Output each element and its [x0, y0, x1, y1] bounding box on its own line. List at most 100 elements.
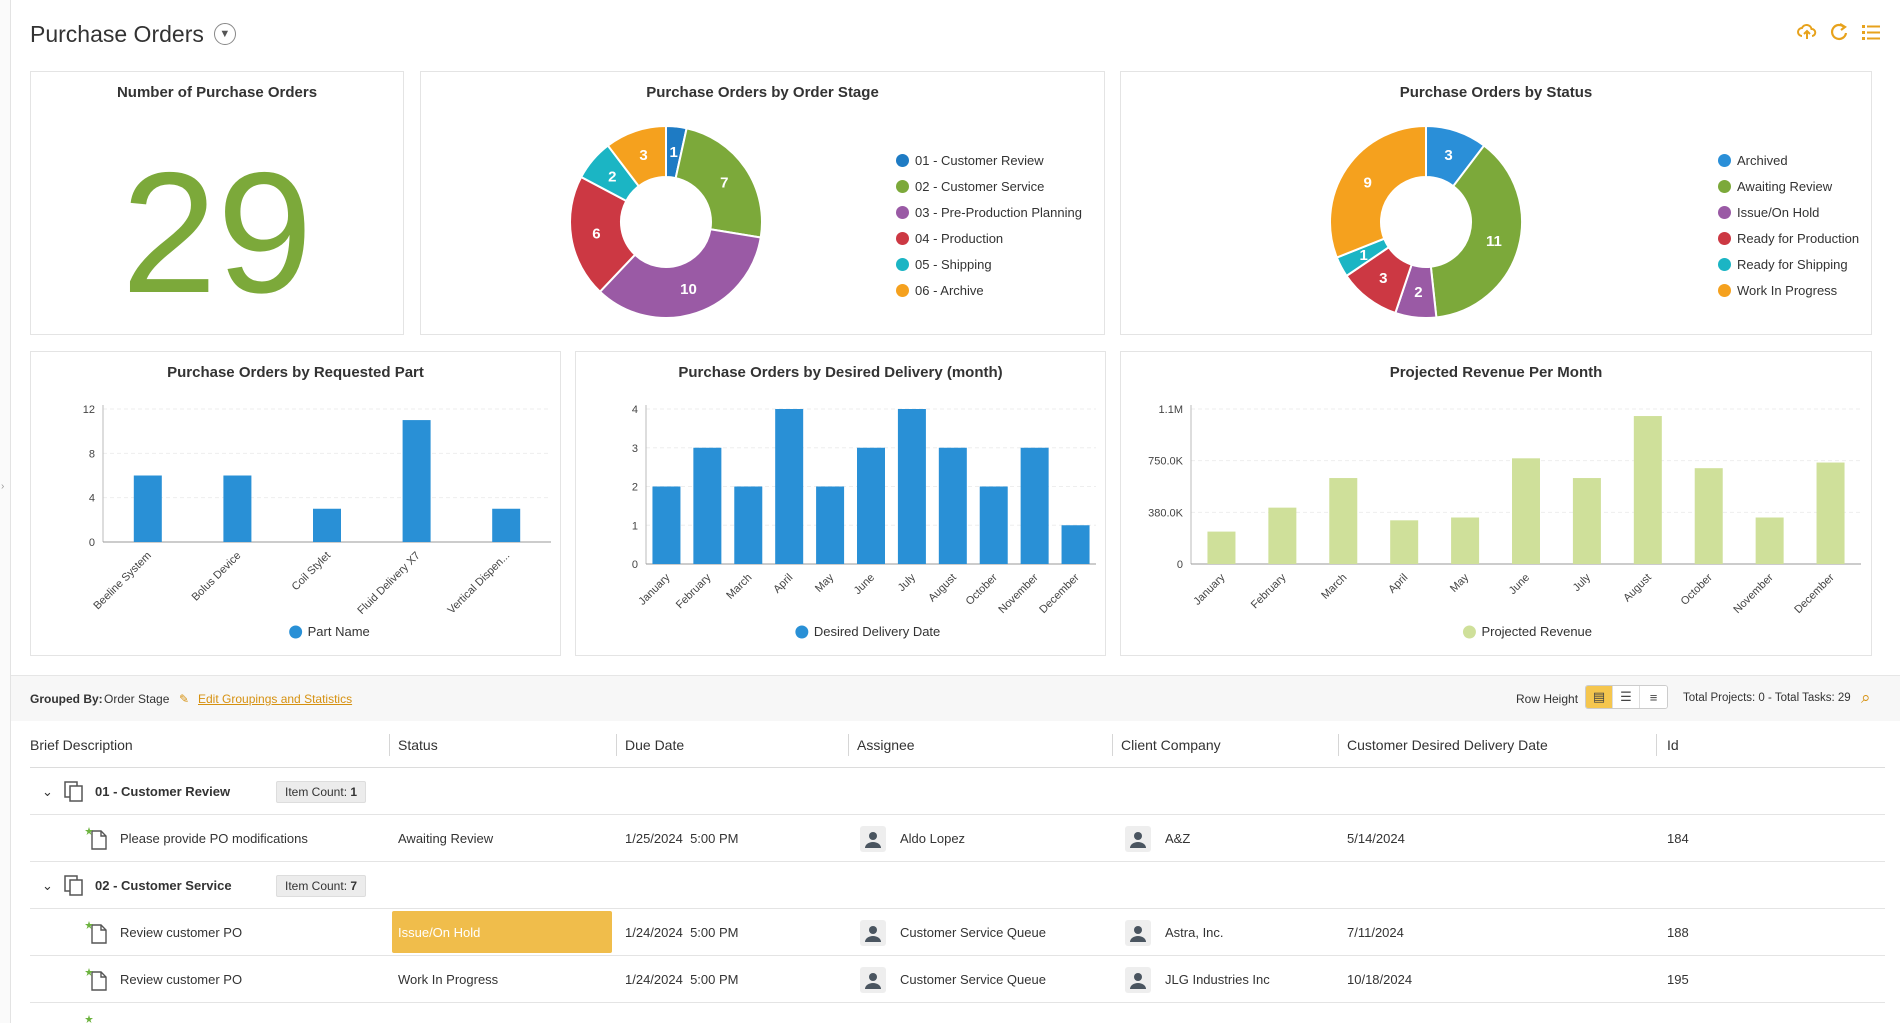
bar[interactable]: [133, 475, 162, 543]
task-client[interactable]: Astra, Inc.: [1125, 909, 1224, 956]
bar[interactable]: [223, 475, 252, 543]
legend-label[interactable]: Desired Delivery Date: [814, 624, 940, 639]
bar[interactable]: [1512, 458, 1540, 564]
task-assignee[interactable]: Customer Service Queue: [860, 909, 1046, 956]
status-legend-item[interactable]: Work In Progress: [1718, 277, 1859, 303]
column-assignee[interactable]: Assignee: [857, 737, 915, 753]
bar[interactable]: [979, 486, 1008, 565]
bar[interactable]: [857, 447, 885, 564]
desired-delivery-chart: 0 1 2 3 4 January February March April May June Jul…: [632, 404, 1096, 639]
column-client-company[interactable]: Client Company: [1121, 737, 1221, 753]
status-legend-item[interactable]: Issue/On Hold: [1718, 199, 1859, 225]
bar[interactable]: [1329, 478, 1358, 564]
column-status[interactable]: Status: [398, 737, 438, 753]
chevron-down-icon[interactable]: ⌄: [42, 877, 53, 893]
table-row[interactable]: Review customer PO Work In Progress 1/24…: [30, 956, 1885, 1003]
bar[interactable]: [775, 409, 804, 564]
row-height-medium-button[interactable]: ☰: [1613, 686, 1640, 708]
chevron-right-icon[interactable]: ›: [1, 481, 5, 492]
order-stage-legend-item[interactable]: 01 - Customer Review: [896, 147, 1082, 173]
group-row[interactable]: ⌄ 02 - Customer Service Item Count: 7: [30, 862, 1885, 909]
bar[interactable]: [897, 409, 926, 564]
table-row[interactable]: [30, 1003, 1885, 1023]
task-description[interactable]: Review customer PO: [120, 972, 243, 987]
bar[interactable]: [1633, 416, 1662, 564]
edit-groupings-link[interactable]: Edit Groupings and Statistics: [198, 692, 353, 706]
bar[interactable]: [1694, 468, 1723, 564]
task-status[interactable]: Issue/On Hold: [392, 911, 612, 953]
bar[interactable]: [492, 508, 521, 542]
table-row[interactable]: Please provide PO modifications Awaiting…: [30, 815, 1885, 862]
order-stage-donut[interactable]: 1 7 10 6 2 3: [561, 117, 771, 327]
status-legend-item[interactable]: Ready for Production: [1718, 225, 1859, 251]
table-row[interactable]: Review customer PO Issue/On Hold 1/24/20…: [30, 909, 1885, 956]
status-legend-item[interactable]: Ready for Shipping: [1718, 251, 1859, 277]
order-stage-slice[interactable]: [606, 124, 667, 188]
bar[interactable]: [938, 447, 967, 564]
x-tick-label: August: [926, 572, 959, 605]
legend-label: 04 - Production: [915, 230, 1004, 246]
bar[interactable]: [693, 447, 722, 564]
status-legend-item[interactable]: Archived: [1718, 147, 1859, 173]
search-icon[interactable]: ⌕: [1861, 688, 1871, 707]
bar[interactable]: [1061, 525, 1090, 564]
x-tick-label: October: [964, 571, 1000, 607]
legend-marker: [1718, 231, 1731, 245]
order-stage-legend-item[interactable]: 06 - Archive: [896, 277, 1082, 303]
bar[interactable]: [1390, 520, 1419, 564]
status-legend-item[interactable]: Awaiting Review: [1718, 173, 1859, 199]
group-row[interactable]: ⌄ 01 - Customer Review Item Count: 1: [30, 768, 1885, 815]
bar[interactable]: [402, 420, 431, 542]
user-icon: [860, 966, 886, 993]
legend-label[interactable]: Part Name: [308, 624, 370, 639]
column-id[interactable]: Id: [1667, 737, 1679, 753]
order-stage-legend-item[interactable]: 04 - Production: [896, 225, 1082, 251]
y-tick-label: 8: [89, 448, 95, 460]
bar[interactable]: [1755, 517, 1784, 565]
y-tick-label: 750.0K: [1148, 456, 1184, 468]
pencil-icon[interactable]: ✎: [179, 692, 190, 706]
y-tick-label: 0: [1177, 559, 1183, 571]
order-stage-legend-item[interactable]: 05 - Shipping: [896, 251, 1082, 277]
bar[interactable]: [1572, 478, 1601, 564]
task-status[interactable]: Work In Progress: [398, 972, 499, 987]
task-description[interactable]: Please provide PO modifications: [120, 831, 308, 846]
task-due-date: 1/24/2024 5:00 PM: [625, 972, 739, 987]
order-stage-legend-item[interactable]: 03 - Pre-Production Planning: [896, 199, 1082, 225]
order-stage-legend-item[interactable]: 02 - Customer Service: [896, 173, 1082, 199]
bar[interactable]: [734, 486, 763, 565]
bar[interactable]: [652, 486, 681, 565]
column-desired-delivery-date[interactable]: Customer Desired Delivery Date: [1347, 737, 1548, 753]
cloud-upload-icon[interactable]: [1796, 21, 1818, 43]
bar[interactable]: [1268, 507, 1297, 564]
title-dropdown-button[interactable]: ▼: [213, 23, 236, 45]
order-stage-slice[interactable]: [674, 127, 763, 239]
list-icon[interactable]: [1860, 21, 1882, 43]
refresh-icon[interactable]: [1828, 21, 1850, 43]
status-slice[interactable]: [1429, 144, 1523, 319]
bar[interactable]: [816, 486, 845, 565]
task-assignee[interactable]: Aldo Lopez: [860, 815, 965, 862]
status-slice[interactable]: [1329, 124, 1427, 259]
order-stage-slice[interactable]: [598, 228, 762, 319]
bar[interactable]: [1816, 462, 1845, 564]
bar[interactable]: [1020, 447, 1049, 564]
column-due-date[interactable]: Due Date: [625, 737, 685, 753]
column-brief-description[interactable]: Brief Description: [30, 737, 133, 753]
task-client[interactable]: JLG Industries Inc: [1125, 956, 1270, 1003]
x-tick-label: November: [996, 571, 1041, 616]
task-client[interactable]: A&Z: [1125, 815, 1190, 862]
bar[interactable]: [1207, 531, 1236, 564]
task-assignee[interactable]: Customer Service Queue: [860, 956, 1046, 1003]
legend-marker: [896, 283, 909, 297]
task-description[interactable]: Review customer PO: [120, 925, 243, 940]
row-height-large-button[interactable]: ≡: [1640, 686, 1667, 708]
task-status[interactable]: Awaiting Review: [398, 831, 494, 846]
chevron-down-icon[interactable]: ⌄: [42, 783, 53, 799]
order-stage-slice[interactable]: [569, 175, 637, 294]
bar[interactable]: [313, 508, 341, 542]
legend-label[interactable]: Projected Revenue: [1481, 624, 1592, 639]
bar[interactable]: [1451, 517, 1480, 565]
row-height-compact-button[interactable]: ▤: [1586, 686, 1613, 708]
